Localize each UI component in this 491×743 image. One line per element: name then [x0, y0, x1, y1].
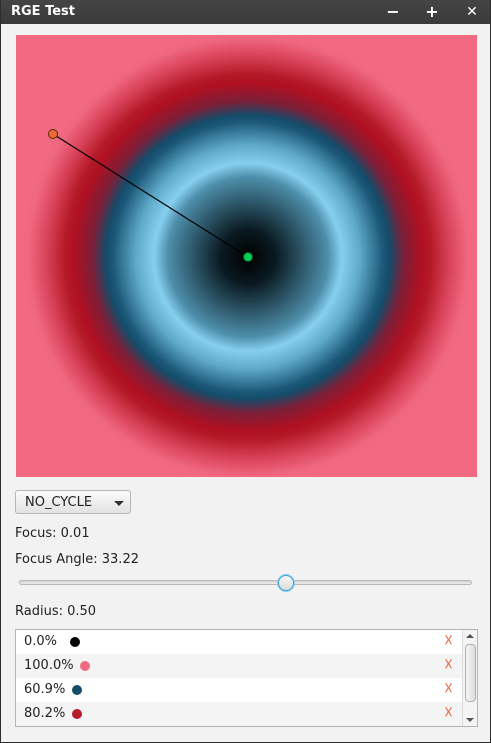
radial-gradient-canvas[interactable]: [16, 35, 477, 477]
minimize-button[interactable]: −: [386, 2, 400, 21]
stop-offset-label: 100.0%: [24, 658, 74, 673]
list-item[interactable]: 0.0% ☓: [16, 630, 462, 654]
remove-stop-icon[interactable]: ☓: [444, 679, 454, 699]
focus-label: Focus: 0.01: [15, 526, 90, 541]
radius-label: Radius: 0.50: [15, 604, 97, 619]
list-item[interactable]: 80.2% ☓: [16, 702, 462, 726]
focus-angle-slider-track[interactable]: [19, 580, 472, 585]
gradient-handles: [48, 129, 253, 262]
maximize-button[interactable]: +: [425, 2, 439, 21]
focus-angle-slider-thumb[interactable]: [278, 575, 295, 591]
list-scrollbar[interactable]: [462, 630, 477, 726]
focus-handle[interactable]: [243, 252, 253, 262]
stop-color-swatch: [72, 709, 82, 719]
remove-stop-icon[interactable]: ☓: [444, 655, 454, 675]
scroll-down-icon[interactable]: [466, 718, 474, 722]
stop-offset-label: 60.9%: [24, 682, 66, 697]
stop-color-swatch: [70, 637, 80, 647]
stop-offset-label: 0.0%: [24, 634, 58, 649]
gradient-stops-list[interactable]: 0.0% ☓ 100.0% ☓ 60.9% ☓ 80.2% ☓: [15, 629, 478, 727]
scroll-up-icon[interactable]: [466, 634, 474, 638]
remove-stop-icon[interactable]: ☓: [444, 631, 454, 651]
window-title: RGE Test: [11, 4, 75, 19]
radius-line: [52, 133, 249, 258]
list-item[interactable]: 100.0% ☓: [16, 654, 462, 678]
cycle-method-value: NO_CYCLE: [25, 495, 93, 510]
stop-offset-label: 80.2%: [24, 706, 66, 721]
remove-stop-icon[interactable]: ☓: [444, 703, 454, 723]
scrollbar-thumb[interactable]: [465, 644, 476, 702]
stop-color-swatch: [72, 685, 82, 695]
close-button[interactable]: ✕: [466, 4, 478, 20]
stop-color-swatch: [80, 661, 90, 671]
focus-angle-label: Focus Angle: 33.22: [15, 552, 139, 567]
list-item[interactable]: 60.9% ☓: [16, 678, 462, 702]
radius-handle[interactable]: [48, 129, 58, 139]
cycle-method-dropdown[interactable]: NO_CYCLE: [15, 490, 131, 514]
title-bar[interactable]: RGE Test − + ✕: [1, 0, 490, 24]
chevron-down-icon: [114, 501, 124, 506]
